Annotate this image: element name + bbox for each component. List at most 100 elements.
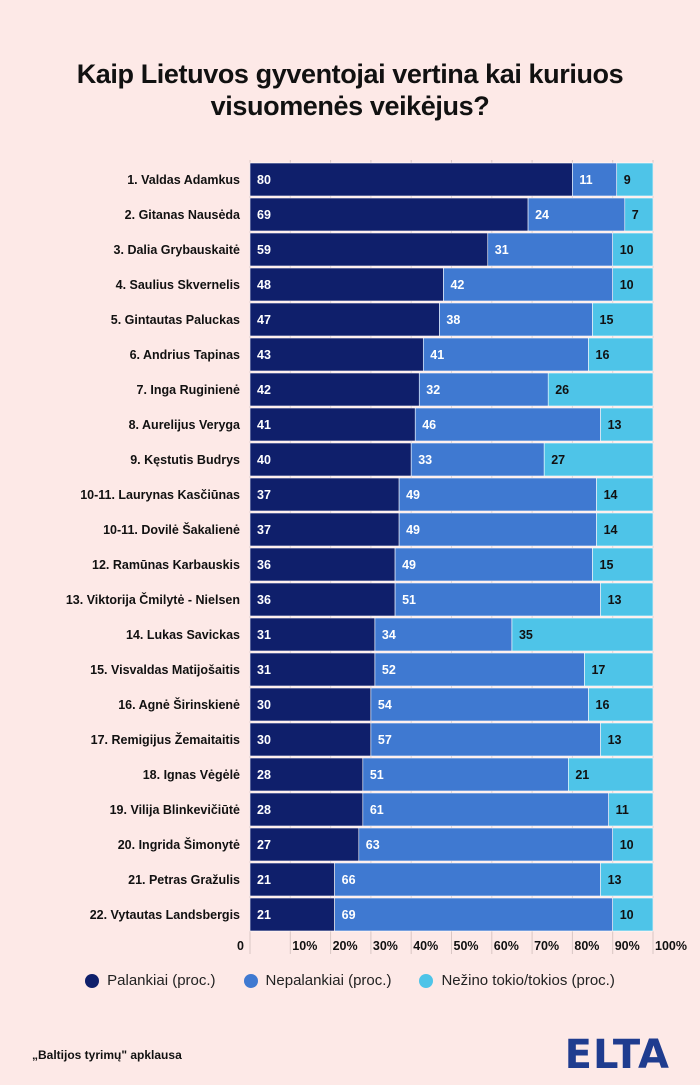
legend-item-favorable: Palankiai (proc.) <box>85 972 216 989</box>
data-label: 42 <box>450 278 464 292</box>
data-label: 40 <box>257 453 271 467</box>
bar-segment-palankiai-proc <box>249 722 372 757</box>
data-label: 36 <box>257 558 271 572</box>
bar-segment-nezino-tokio-tokios-proc <box>547 372 654 407</box>
category-label: 16. Agnė Širinskienė <box>118 697 240 712</box>
data-label: 16 <box>596 348 610 362</box>
data-label: 13 <box>608 733 622 747</box>
data-label: 31 <box>257 663 271 677</box>
bar-segment-nepalankiai-proc <box>414 407 601 442</box>
category-label: 1. Valdas Adamkus <box>127 173 240 187</box>
x-tick-label: 100% <box>655 939 687 953</box>
bar-segment-nepalankiai-proc <box>370 687 589 722</box>
data-label: 30 <box>257 698 271 712</box>
data-label: 10 <box>620 243 634 257</box>
x-tick-label: 60% <box>494 939 519 953</box>
data-label: 69 <box>342 908 356 922</box>
bar-segment-nepalankiai-proc <box>422 337 589 372</box>
data-label: 26 <box>555 383 569 397</box>
bar-segment-nezino-tokio-tokios-proc <box>600 722 654 757</box>
data-label: 63 <box>366 838 380 852</box>
data-label: 41 <box>257 418 271 432</box>
bar-segment-palankiai-proc <box>249 442 412 477</box>
data-label: 59 <box>257 243 271 257</box>
data-label: 36 <box>257 593 271 607</box>
bar-segment-palankiai-proc <box>249 757 364 792</box>
x-tick-label: 50% <box>454 939 479 953</box>
bar-segment-nepalankiai-proc <box>418 372 549 407</box>
x-tick-label: 40% <box>413 939 438 953</box>
category-label: 9. Kęstutis Budrys <box>130 453 240 467</box>
chart-title-line-2: visuomenės veikėjus? <box>210 91 490 121</box>
data-label: 46 <box>422 418 436 432</box>
bar-segment-nepalankiai-proc <box>370 722 601 757</box>
data-label: 48 <box>257 278 271 292</box>
data-label: 69 <box>257 208 271 222</box>
bar-segment-nepalankiai-proc <box>358 827 613 862</box>
bar-segment-palankiai-proc <box>249 512 400 547</box>
data-label: 37 <box>257 488 271 502</box>
data-label: 41 <box>430 348 444 362</box>
chart-title-line-1: Kaip Lietuvos gyventojai vertina kai kur… <box>76 59 624 89</box>
x-tick-label: 70% <box>534 939 559 953</box>
data-label: 27 <box>551 453 565 467</box>
data-label: 13 <box>608 593 622 607</box>
legend-item-unknown: Nežino tokio/tokios (proc.) <box>419 972 615 989</box>
data-label: 51 <box>402 593 416 607</box>
bar-segment-palankiai-proc <box>249 477 400 512</box>
data-label: 33 <box>418 453 432 467</box>
bar-segment-nezino-tokio-tokios-proc <box>592 302 654 337</box>
bar-segment-palankiai-proc <box>249 337 424 372</box>
bar-segment-nepalankiai-proc <box>374 652 585 687</box>
data-label: 21 <box>257 908 271 922</box>
bar-segment-palankiai-proc <box>249 302 440 337</box>
data-label: 54 <box>378 698 392 712</box>
data-label: 49 <box>402 558 416 572</box>
bar-segment-palankiai-proc <box>249 582 396 617</box>
data-label: 61 <box>370 803 384 817</box>
x-tick-label: 20% <box>333 939 358 953</box>
bar-segment-palankiai-proc <box>249 897 335 932</box>
category-label: 12. Ramūnas Karbauskis <box>92 558 240 572</box>
bar-segment-nepalankiai-proc <box>439 302 593 337</box>
category-label: 20. Ingrida Šimonytė <box>118 837 240 852</box>
data-label: 49 <box>406 488 420 502</box>
bar-segment-palankiai-proc <box>249 232 489 267</box>
data-label: 34 <box>382 628 396 642</box>
data-label: 57 <box>378 733 392 747</box>
legend-marker-favorable <box>85 973 100 988</box>
category-label: 4. Saulius Skvernelis <box>116 278 240 292</box>
data-label: 28 <box>257 803 271 817</box>
chart-title: Kaip Lietuvos gyventojai vertina kai kur… <box>0 58 700 122</box>
bar-segment-nepalankiai-proc <box>398 512 597 547</box>
data-label: 17 <box>591 663 605 677</box>
bar-segment-palankiai-proc <box>249 547 396 582</box>
category-label: 2. Gitanas Nausėda <box>125 208 241 222</box>
bar-segment-palankiai-proc <box>249 617 376 652</box>
bar-segment-palankiai-proc <box>249 792 364 827</box>
bar-segment-palankiai-proc <box>249 652 376 687</box>
x-tick-label: 10% <box>292 939 317 953</box>
data-label: 37 <box>257 523 271 537</box>
bar-segment-nezino-tokio-tokios-proc <box>568 757 654 792</box>
data-label: 21 <box>257 873 271 887</box>
bar-segment-nepalankiai-proc <box>374 617 513 652</box>
data-label: 49 <box>406 523 420 537</box>
category-label: 3. Dalia Grybauskaitė <box>114 243 241 257</box>
category-label: 22. Vytautas Landsbergis <box>90 908 240 922</box>
data-label: 13 <box>608 418 622 432</box>
data-label: 11 <box>579 173 592 187</box>
bar-segment-nezino-tokio-tokios-proc <box>600 582 654 617</box>
data-label: 16 <box>596 698 610 712</box>
legend-label-unfavorable: Nepalankiai (proc.) <box>265 972 392 989</box>
category-label: 13. Viktorija Čmilytė - Nielsen <box>66 592 240 607</box>
data-label: 10 <box>620 908 634 922</box>
data-label: 24 <box>535 208 549 222</box>
category-label: 6. Andrius Tapinas <box>130 348 240 362</box>
legend-label-favorable: Palankiai (proc.) <box>107 972 216 989</box>
data-label: 15 <box>600 558 614 572</box>
bar-segment-palankiai-proc <box>249 267 444 302</box>
bar-segment-nepalankiai-proc <box>394 582 601 617</box>
data-label: 31 <box>495 243 509 257</box>
bar-segment-palankiai-proc <box>249 827 360 862</box>
